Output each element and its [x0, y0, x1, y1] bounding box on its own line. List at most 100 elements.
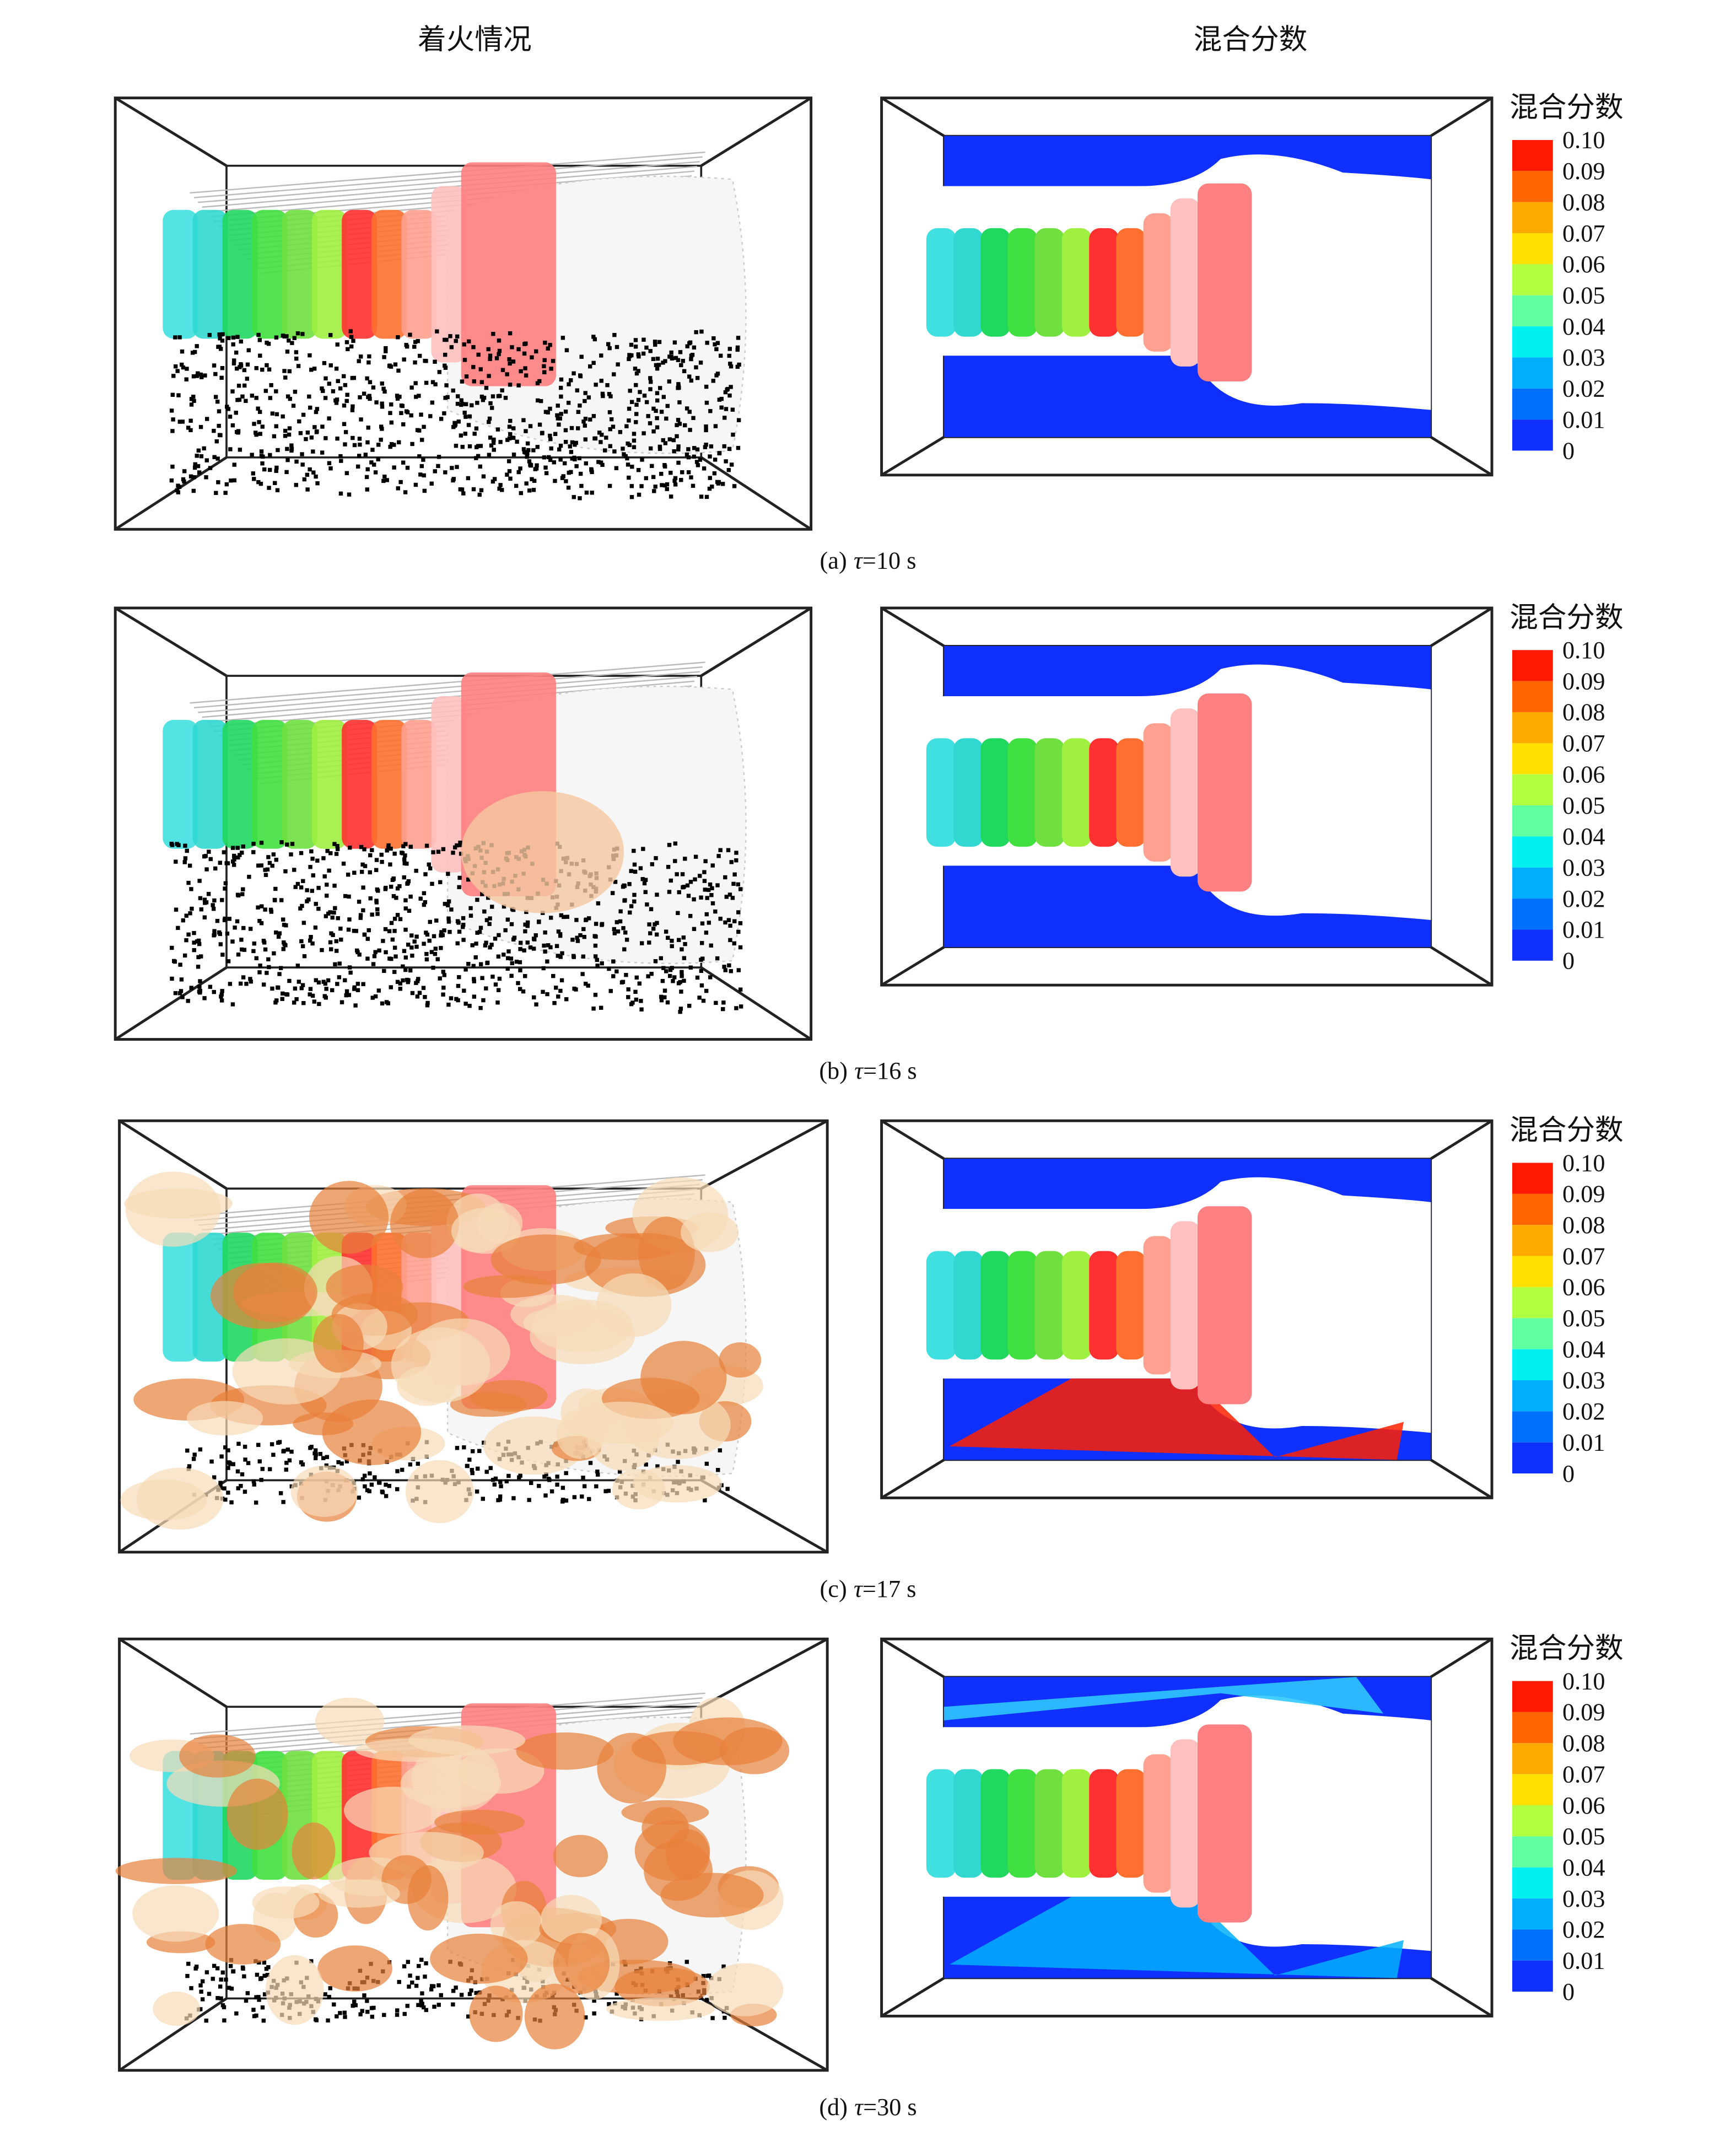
particle	[173, 335, 177, 340]
particle	[252, 1482, 256, 1487]
particle	[224, 482, 229, 487]
caption: (c) τ=17 s	[820, 1575, 916, 1602]
particle	[497, 976, 502, 981]
particle	[624, 938, 629, 942]
particle	[254, 1500, 258, 1505]
particle	[459, 1993, 464, 1997]
particle	[572, 495, 576, 499]
particle	[359, 844, 364, 849]
particle	[632, 848, 636, 853]
particle	[224, 1977, 228, 1982]
particle	[608, 427, 613, 432]
particle	[244, 1998, 249, 2003]
colorbar-swatch	[1512, 419, 1553, 451]
particle	[738, 921, 743, 926]
particle	[170, 843, 175, 847]
particle	[471, 345, 476, 349]
particle	[204, 867, 209, 871]
particle	[500, 368, 505, 372]
particle	[583, 391, 587, 395]
particle	[599, 440, 603, 444]
particle	[495, 427, 500, 432]
region	[1170, 198, 1200, 367]
particle	[198, 1447, 203, 1452]
frame	[114, 606, 813, 1041]
particle	[645, 902, 649, 907]
particle	[336, 379, 340, 383]
particle	[443, 363, 447, 368]
particle	[293, 986, 298, 991]
particle	[373, 470, 378, 475]
particle	[395, 980, 400, 984]
particle	[408, 1462, 413, 1467]
particle	[618, 430, 623, 434]
particle	[717, 397, 722, 402]
particle	[285, 394, 290, 399]
particle	[401, 460, 406, 465]
particle	[704, 494, 709, 499]
particle	[357, 900, 362, 904]
particle	[505, 438, 510, 442]
particle	[294, 997, 299, 1002]
particle	[274, 930, 278, 935]
particle	[451, 388, 455, 393]
edge	[700, 1479, 828, 1553]
particle	[285, 992, 290, 997]
particle	[260, 904, 264, 908]
particle	[281, 991, 285, 996]
particle	[439, 1993, 443, 1998]
particle	[266, 957, 271, 962]
region	[192, 1233, 228, 1362]
particle	[637, 354, 641, 359]
particle	[736, 336, 741, 340]
particle	[395, 886, 400, 891]
particle	[703, 887, 707, 892]
particle	[416, 339, 420, 343]
particle	[644, 345, 649, 350]
particle	[193, 462, 197, 466]
particle	[402, 357, 406, 362]
particle	[391, 894, 396, 899]
particle	[360, 862, 365, 867]
particle	[735, 347, 740, 352]
particle	[670, 966, 675, 970]
particle	[519, 369, 523, 374]
particle	[638, 390, 642, 394]
particle	[186, 880, 191, 885]
particle	[591, 335, 596, 339]
particle	[724, 407, 729, 411]
particle	[264, 1967, 269, 1971]
colorbar-label: 0.09	[1562, 1699, 1605, 1726]
region	[252, 209, 288, 339]
particle	[488, 1466, 493, 1470]
particle	[379, 424, 384, 429]
particle	[318, 1451, 322, 1456]
particle	[688, 340, 693, 345]
particle	[310, 993, 315, 998]
flame	[553, 1834, 608, 1877]
region	[1116, 738, 1146, 847]
colorbar-swatch	[1512, 1163, 1553, 1194]
colorbar-label: 0.06	[1562, 1274, 1605, 1301]
particle	[446, 916, 451, 921]
particle	[360, 1477, 365, 1482]
particle	[389, 985, 393, 989]
particle	[179, 989, 184, 993]
particle	[468, 913, 473, 918]
particle	[610, 891, 615, 895]
flame	[318, 1879, 400, 1908]
particle	[414, 944, 419, 949]
particle	[224, 861, 229, 865]
particle	[251, 949, 256, 954]
particle	[528, 945, 533, 950]
colorbar-label: 0.05	[1562, 1305, 1605, 1332]
region	[1061, 1251, 1092, 1360]
particle	[396, 368, 401, 373]
particle	[172, 959, 177, 964]
particle	[653, 922, 657, 927]
caption: (d) τ=30 s	[819, 2094, 916, 2121]
particle	[678, 1007, 683, 1011]
colorbar-swatch	[1512, 1774, 1553, 1805]
particle	[548, 458, 553, 462]
particle	[347, 993, 351, 997]
